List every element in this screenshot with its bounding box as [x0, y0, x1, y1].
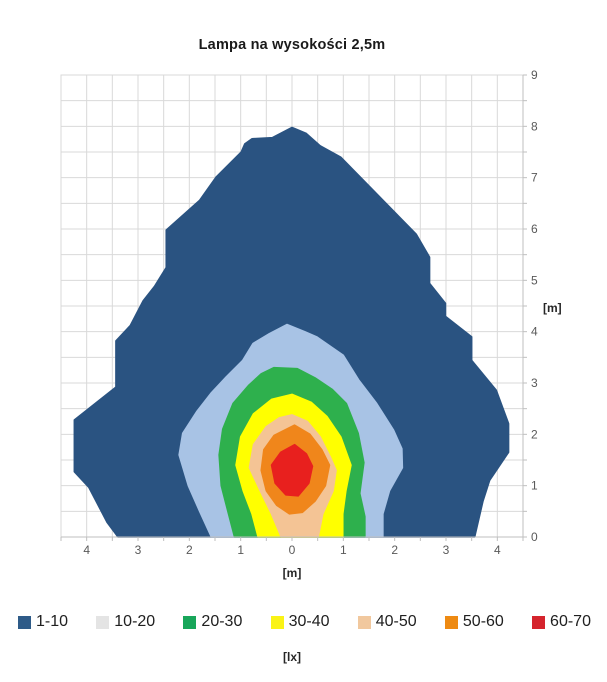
- y-tick-label: 1: [531, 479, 538, 493]
- legend-label: 30-40: [288, 613, 330, 630]
- legend-swatch-50-60: [444, 615, 458, 629]
- y-axis-label: [m]: [543, 301, 562, 315]
- x-tick-label: 3: [135, 543, 142, 557]
- legend-label: 50-60: [462, 613, 504, 630]
- legend-label: 10-20: [114, 613, 156, 630]
- legend-label: 40-50: [375, 613, 417, 630]
- legend-item-50-60: 50-60: [444, 613, 504, 631]
- legend-swatch-30-40: [270, 615, 284, 629]
- legend-swatch-20-30: [183, 615, 197, 629]
- legend-swatch-60-70: [532, 615, 546, 629]
- x-tick-label: 1: [340, 543, 347, 557]
- legend-item-30-40: 30-40: [270, 613, 330, 631]
- legend-label: 60-70: [550, 613, 591, 630]
- x-tick-label: 3: [443, 543, 450, 557]
- y-tick-label: 4: [531, 325, 538, 339]
- x-tick-label: 0: [289, 543, 296, 557]
- y-tick-label: 7: [531, 171, 538, 185]
- lux-unit-label: [lx]: [283, 650, 301, 664]
- legend-item-40-50: 40-50: [357, 613, 417, 631]
- y-tick-label: 0: [531, 530, 538, 544]
- y-tick-label: 5: [531, 273, 538, 287]
- contour-band-60-70: [270, 443, 314, 497]
- x-tick-label: 1: [237, 543, 244, 557]
- y-tick-label: 2: [531, 427, 538, 441]
- chart-title: Lampa na wysokości 2,5m: [198, 37, 386, 53]
- legend-item-60-70: 60-70: [532, 613, 591, 631]
- x-tick-label: 2: [186, 543, 193, 557]
- y-tick-label: 3: [531, 376, 538, 390]
- contour-plot: 4 3 2 1 0 1 2 3 4 0 1 2 3 4 5 6 7 8 9: [60, 68, 538, 557]
- x-tick-label: 4: [83, 543, 90, 557]
- legend-item-10-20: 10-20: [96, 613, 155, 631]
- legend-swatch-1-10: [18, 615, 31, 629]
- legend-label: 20-30: [201, 613, 243, 630]
- legend-swatch-10-20: [96, 615, 110, 629]
- legend-swatch-40-50: [357, 615, 371, 629]
- legend: 1-10 10-20 20-30 30-40 40-50 50-60 60-70: [18, 612, 591, 632]
- y-tick-label: 9: [531, 68, 538, 82]
- legend-item-1-10: 1-10: [18, 613, 68, 631]
- legend-item-20-30: 20-30: [183, 613, 242, 631]
- x-tick-label: 2: [391, 543, 398, 557]
- y-tick-label: 8: [531, 119, 538, 133]
- legend-label: 1-10: [36, 613, 69, 630]
- x-axis-label: [m]: [282, 566, 302, 580]
- y-tick-label: 6: [531, 222, 538, 236]
- x-tick-label: 4: [494, 543, 501, 557]
